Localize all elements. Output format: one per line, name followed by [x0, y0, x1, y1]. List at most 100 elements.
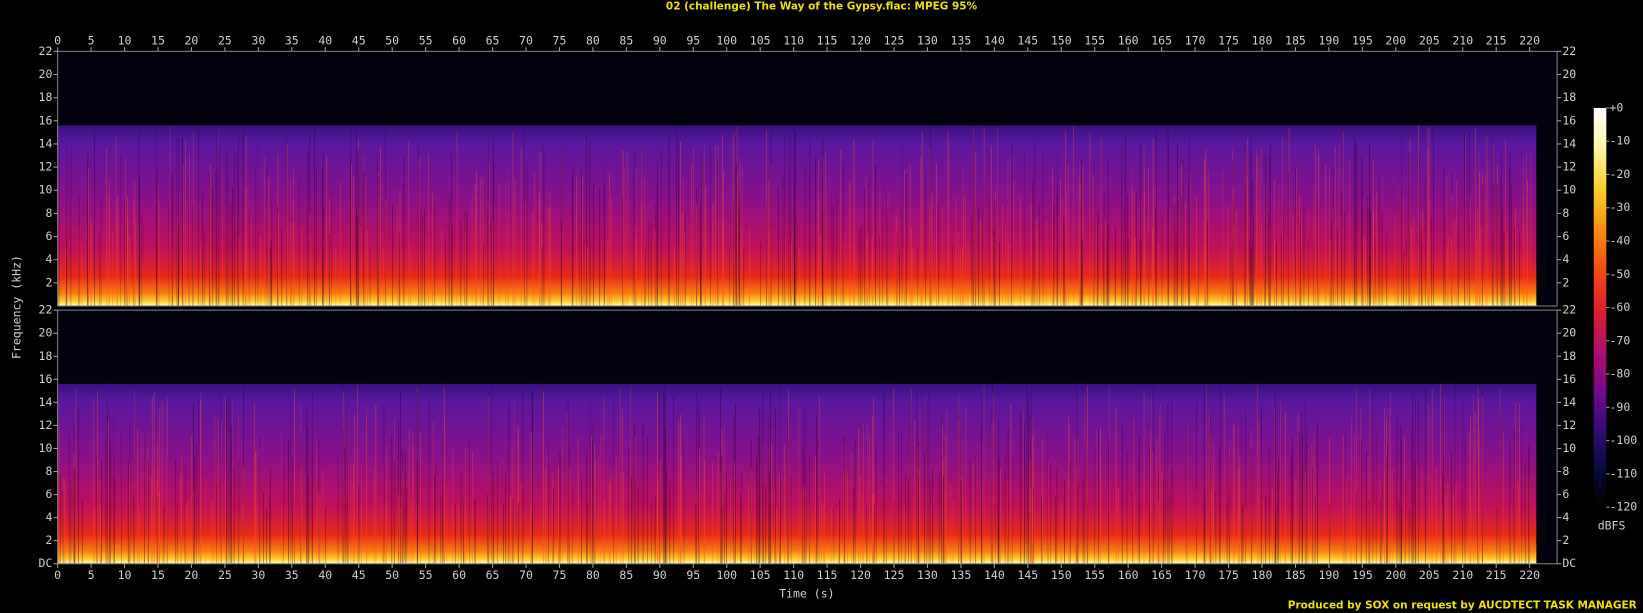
- x-tick-label: 50: [385, 33, 399, 47]
- x-tick-label: 15: [151, 568, 165, 582]
- y-tick-label: 2: [45, 533, 52, 547]
- y-tick-label: 22: [1562, 44, 1576, 58]
- x-tick-label: 130: [917, 33, 938, 47]
- x-tick-label: 70: [519, 568, 533, 582]
- y-tick-label: 12: [39, 160, 53, 174]
- x-tick-label: 215: [1486, 33, 1507, 47]
- y-tick-label: 4: [1562, 252, 1569, 266]
- colorbar-tick-label: -70: [1609, 333, 1630, 347]
- y-tick-label: 8: [45, 464, 52, 478]
- x-tick-label: 165: [1151, 568, 1172, 582]
- x-tick-label: 155: [1084, 33, 1105, 47]
- x-tick-label: 75: [553, 568, 567, 582]
- y-tick-label: 14: [1562, 395, 1576, 409]
- y-tick-label: 20: [1562, 326, 1576, 340]
- colorbar-label: dBFS: [1598, 519, 1626, 533]
- x-tick-label: 205: [1419, 33, 1440, 47]
- colorbar-tick-label: -40: [1609, 234, 1630, 248]
- x-tick-label: 105: [750, 33, 771, 47]
- x-tick-label: 165: [1151, 33, 1172, 47]
- y-tick-label: 16: [39, 113, 53, 127]
- x-tick-label: 170: [1185, 33, 1206, 47]
- colorbar-tick-label: -80: [1609, 367, 1630, 381]
- x-tick-label: 180: [1252, 33, 1273, 47]
- x-tick-label: 20: [185, 33, 199, 47]
- y-tick-label: DC: [1562, 556, 1576, 570]
- y-tick-label: 10: [1562, 183, 1576, 197]
- x-tick-label: 85: [619, 33, 633, 47]
- x-tick-label: 160: [1118, 33, 1139, 47]
- colorbar-tick-label: -90: [1609, 400, 1630, 414]
- x-tick-label: 60: [452, 568, 466, 582]
- y-tick-label: 6: [1562, 487, 1569, 501]
- x-tick-label: 110: [783, 568, 804, 582]
- x-tick-label: 210: [1452, 33, 1473, 47]
- x-tick-label: 100: [716, 568, 737, 582]
- x-tick-label: 110: [783, 33, 804, 47]
- x-tick-label: 40: [318, 33, 332, 47]
- y-tick-label: 14: [1562, 136, 1576, 150]
- x-tick-label: 195: [1352, 33, 1373, 47]
- x-tick-label: 205: [1419, 568, 1440, 582]
- x-tick-label: 150: [1051, 568, 1072, 582]
- x-tick-label: 115: [817, 33, 838, 47]
- colorbar-tick-label: -100: [1609, 433, 1637, 447]
- y-tick-label: 2: [1562, 275, 1569, 289]
- x-tick-label: 145: [1017, 33, 1038, 47]
- x-tick-label: 70: [519, 33, 533, 47]
- x-tick-label: 45: [352, 33, 366, 47]
- x-tick-label: 200: [1385, 568, 1406, 582]
- x-tick-label: 220: [1519, 33, 1540, 47]
- x-tick-label: 35: [285, 33, 299, 47]
- x-tick-label: 135: [951, 33, 972, 47]
- x-tick-label: 175: [1218, 33, 1239, 47]
- x-tick-label: 90: [653, 568, 667, 582]
- x-tick-label: 55: [419, 33, 433, 47]
- x-tick-label: 155: [1084, 568, 1105, 582]
- x-tick-label: 125: [884, 33, 905, 47]
- plot-frame: [57, 50, 1558, 307]
- x-tick-label: 160: [1118, 568, 1139, 582]
- x-tick-label: 130: [917, 568, 938, 582]
- spectral-texture: [58, 383, 1531, 564]
- colorbar-tick-label: -110: [1609, 466, 1637, 480]
- x-tick-label: 220: [1519, 568, 1540, 582]
- x-tick-label: 95: [686, 33, 700, 47]
- x-tick-label: 0: [54, 33, 61, 47]
- y-tick-label: 4: [45, 252, 52, 266]
- colorbar-tick-label: -120: [1609, 500, 1637, 514]
- footer: Produced by SOX on request by AUCDTECT T…: [1288, 600, 1637, 612]
- x-tick-label: 180: [1252, 568, 1273, 582]
- x-tick-label: 35: [285, 568, 299, 582]
- y-tick-label: 10: [1562, 441, 1576, 455]
- x-tick-label: 0: [54, 568, 61, 582]
- x-tick-label: 90: [653, 33, 667, 47]
- y-tick-label: 8: [45, 206, 52, 220]
- x-tick-label: 20: [185, 568, 199, 582]
- y-tick-label: 22: [39, 303, 53, 317]
- x-tick-label: 80: [586, 33, 600, 47]
- x-tick-label: 30: [251, 568, 265, 582]
- x-tick-label: 140: [984, 568, 1005, 582]
- x-tick-label: 215: [1486, 568, 1507, 582]
- y-tick-label: 18: [1562, 349, 1576, 363]
- x-tick-label: 125: [884, 568, 905, 582]
- y-tick-label: 22: [1562, 303, 1576, 317]
- y-tick-label: 20: [39, 326, 53, 340]
- colorbar-tick-label: -10: [1609, 134, 1630, 148]
- y-tick-label: 4: [1562, 510, 1569, 524]
- x-tick-label: 80: [586, 568, 600, 582]
- x-tick-label: 210: [1452, 568, 1473, 582]
- x-tick-label: 120: [850, 568, 871, 582]
- x-tick-label: 185: [1285, 568, 1306, 582]
- x-tick-label: 195: [1352, 568, 1373, 582]
- x-tick-label: 60: [452, 33, 466, 47]
- y-tick-label: DC: [39, 556, 53, 570]
- x-tick-label: 65: [486, 568, 500, 582]
- y-tick-label: 20: [1562, 67, 1576, 81]
- x-tick-label: 120: [850, 33, 871, 47]
- x-tick-label: 30: [251, 33, 265, 47]
- y-tick-label: 18: [1562, 90, 1576, 104]
- x-tick-label: 175: [1218, 568, 1239, 582]
